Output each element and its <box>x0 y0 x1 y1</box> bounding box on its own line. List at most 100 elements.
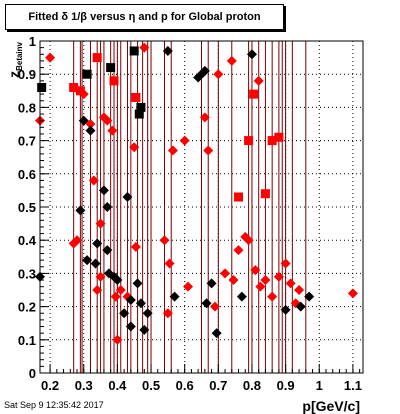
x-tick-label: 0.5 <box>142 378 160 393</box>
diamond-marker <box>159 235 170 246</box>
square-marker <box>109 76 119 86</box>
x-tick-label: 0.2 <box>41 378 59 393</box>
diamond-marker <box>285 278 296 289</box>
square-marker <box>244 136 254 146</box>
square-marker <box>274 132 284 142</box>
diamond-marker <box>260 275 271 286</box>
diamond-marker <box>78 115 89 126</box>
y-tick-label: 0.1 <box>18 333 36 348</box>
diamond-marker <box>201 298 212 309</box>
y-tick-label: 0.5 <box>18 200 36 215</box>
diamond-marker <box>115 285 126 295</box>
y-axis-title: zBetainv <box>6 41 24 77</box>
diamond-marker <box>129 142 140 153</box>
diamond-marker <box>236 291 247 302</box>
diamond-marker <box>280 258 291 269</box>
timestamp: Sat Sep 9 12:35:42 2017 <box>4 400 104 410</box>
diamond-marker <box>95 271 106 282</box>
diamond-marker <box>228 275 239 286</box>
y-tick-label: 1 <box>29 34 36 49</box>
diamond-marker <box>119 308 130 319</box>
diamond-marker <box>92 238 103 249</box>
x-tick-label: 0.6 <box>176 378 194 393</box>
x-tick-label: 0.4 <box>108 378 127 393</box>
diamond-marker <box>164 258 175 269</box>
x-tick-label: 1 <box>316 378 323 393</box>
square-marker <box>134 109 144 119</box>
diamond-marker <box>82 255 93 266</box>
y-tick-labels: 0 0.1 0.2 0.3 0.4 0.5 0.6 0.7 0.8 0.9 1 <box>18 34 37 381</box>
diamond-marker <box>267 291 278 302</box>
diamond-marker <box>273 271 284 282</box>
diamond-marker <box>233 245 244 256</box>
square-marker <box>82 69 92 79</box>
diamond-marker <box>102 115 113 126</box>
diamond-marker <box>199 65 210 76</box>
diamond-marker <box>206 278 217 289</box>
diamond-marker <box>92 285 103 295</box>
diamond-marker <box>90 258 101 269</box>
vertical-lines <box>73 41 307 373</box>
square-marker <box>129 46 139 56</box>
diamond-marker <box>162 308 173 319</box>
diamond-marker <box>85 119 96 129</box>
diamond-marker <box>169 291 180 302</box>
diamond-marker <box>110 291 121 302</box>
diamond-marker <box>130 241 141 252</box>
diamond-marker <box>72 235 83 246</box>
square-marker <box>131 92 141 102</box>
diamond-marker <box>294 285 305 295</box>
diamond-marker <box>102 245 113 256</box>
diamond-marker <box>125 321 136 332</box>
diamond-marker <box>167 145 178 156</box>
y-tick-label: 0.6 <box>18 167 36 182</box>
diamond-marker <box>179 135 190 146</box>
diamond-marker <box>135 298 146 309</box>
diamond-marker <box>102 202 113 212</box>
x-tick-label: 0.9 <box>277 378 295 393</box>
square-marker <box>69 82 79 92</box>
diamond-marker <box>142 308 153 319</box>
diamond-marker <box>78 89 89 100</box>
diamond-marker <box>304 291 315 302</box>
data-markers <box>35 42 358 345</box>
diamond-marker <box>107 125 118 136</box>
diamond-marker <box>88 175 99 186</box>
diamond-marker <box>112 275 123 286</box>
x-tick-label: 0.3 <box>75 378 93 393</box>
square-marker <box>92 53 102 63</box>
y-tick-label: 0.2 <box>18 300 36 315</box>
x-axis-title: p[GeV/c] <box>302 398 360 414</box>
x-tick-label: 0.7 <box>209 378 227 393</box>
square-marker <box>249 89 259 99</box>
x-tick-labels: 0.2 0.3 0.4 0.5 0.6 0.7 0.8 0.9 1 1.1 <box>41 378 362 393</box>
square-marker <box>234 192 244 202</box>
diamond-marker <box>45 52 56 63</box>
diamond-marker <box>250 265 261 276</box>
diamond-marker <box>347 288 358 299</box>
diamond-marker <box>209 301 220 312</box>
diamond-marker <box>75 205 86 216</box>
diamond-marker <box>243 235 254 246</box>
diamond-marker <box>122 192 133 203</box>
diamond-marker <box>213 69 224 80</box>
diamond-marker <box>85 125 96 136</box>
diamond-marker <box>162 45 173 56</box>
y-tick-label: 0.4 <box>18 233 37 248</box>
diamond-marker <box>246 49 257 60</box>
diamond-marker <box>203 145 214 156</box>
diamond-marker <box>125 294 136 305</box>
diamond-marker <box>295 301 306 312</box>
diamond-marker <box>253 75 264 86</box>
diamond-marker <box>255 281 266 292</box>
square-marker <box>136 102 146 112</box>
diamond-marker <box>122 291 133 302</box>
diamond-marker <box>139 42 150 53</box>
y-tick-label: 0.7 <box>18 134 36 149</box>
axis-ticks <box>40 40 361 374</box>
diamond-marker <box>139 324 150 335</box>
diamond-marker <box>280 304 291 315</box>
diamond-marker <box>95 218 106 229</box>
diamond-marker <box>112 334 123 345</box>
